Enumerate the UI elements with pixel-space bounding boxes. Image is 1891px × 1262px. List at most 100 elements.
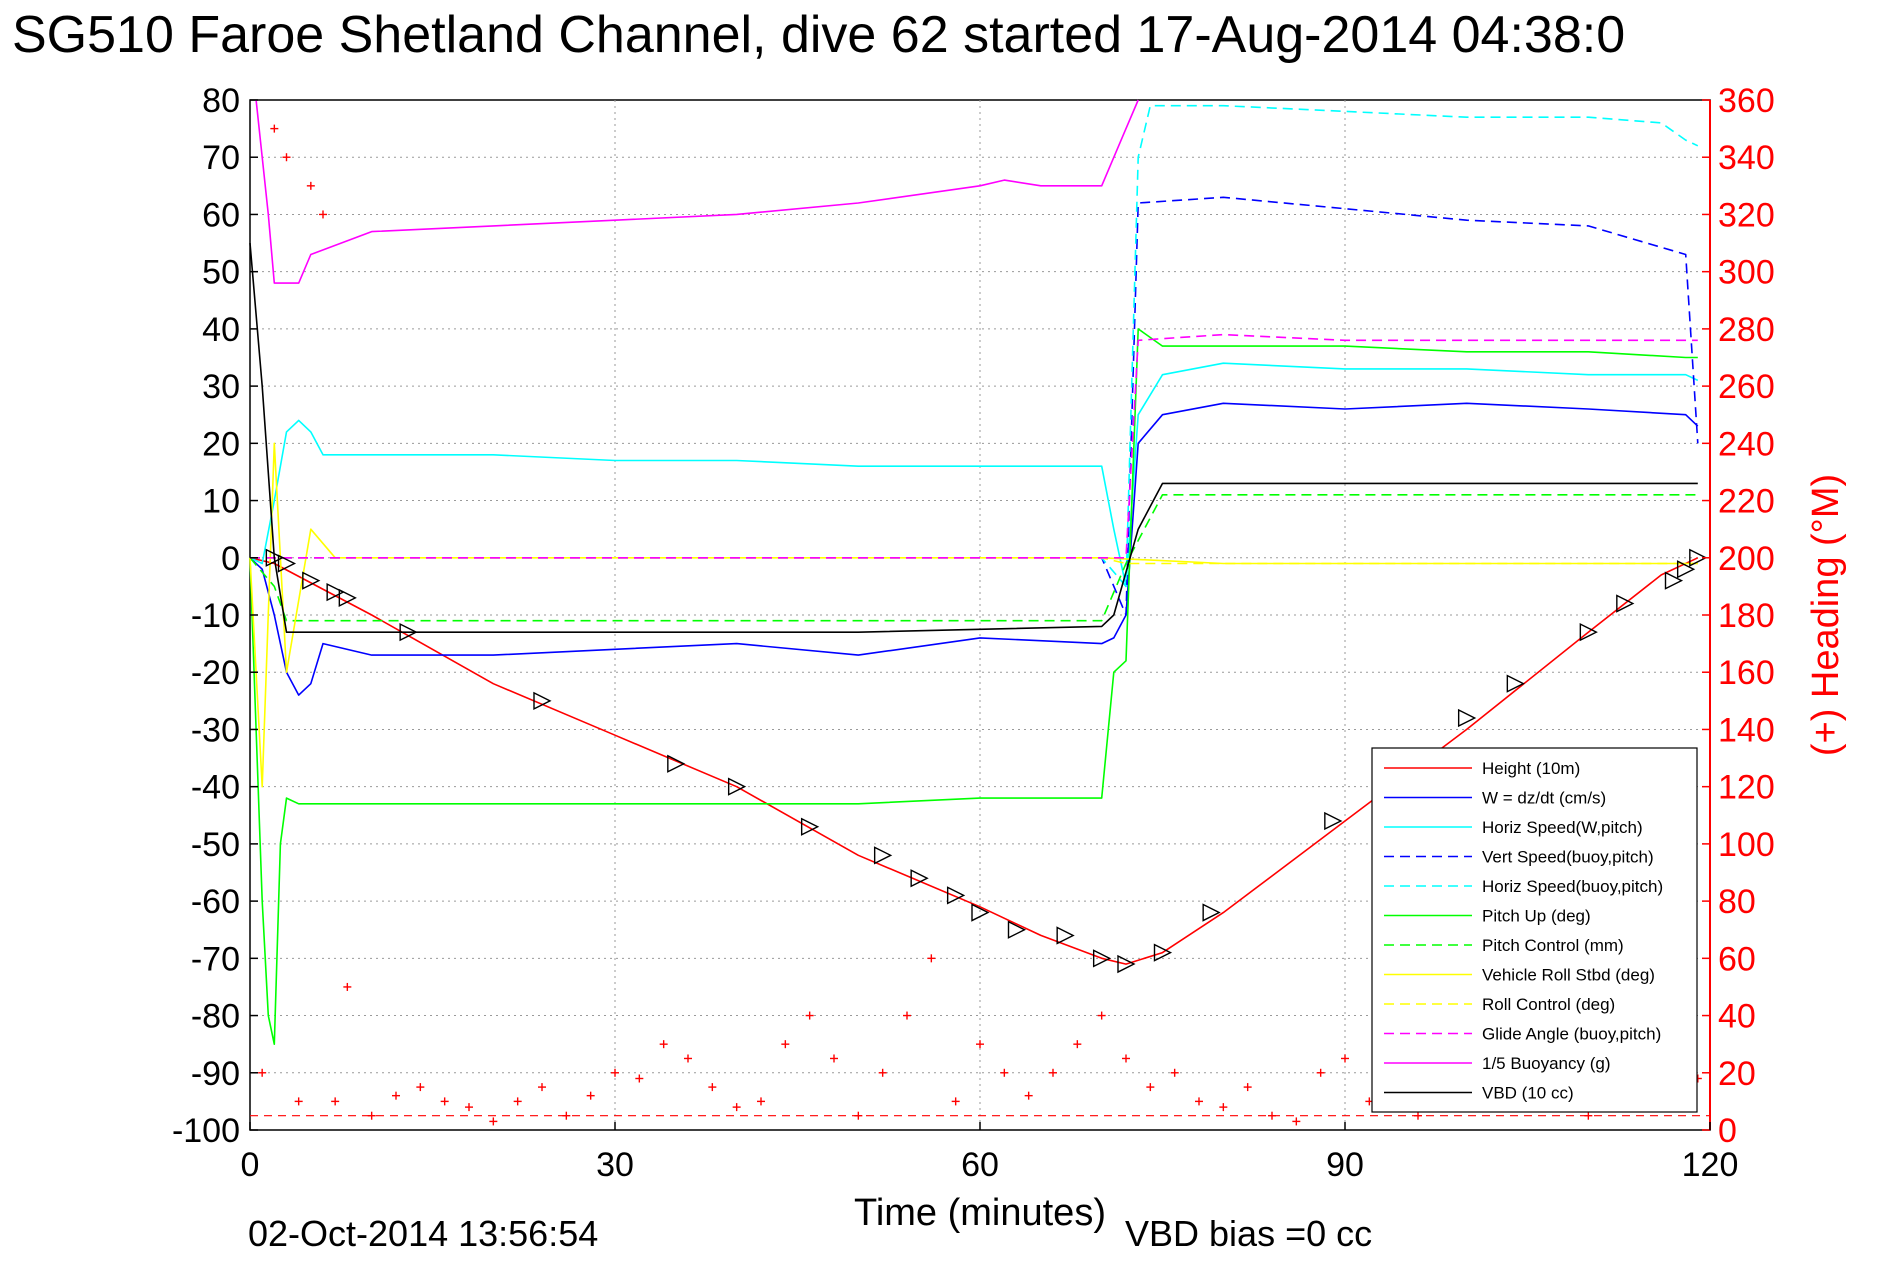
heading-marker	[903, 1011, 911, 1020]
right-tick-label: 60	[1718, 940, 1756, 978]
heading-marker	[757, 1097, 765, 1106]
left-tick-label: -70	[191, 940, 240, 978]
right-axis-ticks: 3603403203002802602402202001801601401201…	[1702, 82, 1775, 1150]
heading-marker	[1073, 1040, 1082, 1049]
right-tick-label: 140	[1718, 711, 1775, 749]
right-tick-label: 300	[1718, 254, 1775, 292]
depth-marker	[338, 588, 357, 607]
left-tick-label: 80	[202, 82, 240, 120]
footer-timestamp: 02-Oct-2014 13:56:54	[248, 1213, 598, 1254]
left-tick-label: 40	[202, 311, 240, 349]
depth-marker	[1007, 920, 1027, 939]
heading-marker	[1097, 1011, 1106, 1020]
heading-marker	[489, 1117, 498, 1126]
depth-marker	[727, 777, 747, 796]
heading-marker	[586, 1091, 595, 1100]
heading-marker	[416, 1083, 425, 1092]
right-tick-label: 200	[1718, 540, 1775, 578]
right-tick-label: 20	[1718, 1055, 1756, 1093]
heading-marker	[976, 1040, 984, 1049]
series-vbd-10-cc	[249, 243, 1698, 634]
heading-marker	[331, 1097, 340, 1106]
depth-marker	[1689, 548, 1708, 567]
right-tick-label: 240	[1718, 425, 1775, 463]
footer-vbd-bias: VBD bias =0 cc	[1125, 1213, 1372, 1254]
right-tick-label: 0	[1718, 1112, 1737, 1150]
depth-marker	[1153, 943, 1173, 962]
grid	[250, 100, 1710, 1130]
right-tick-label: 320	[1718, 196, 1775, 234]
depth-marker	[1579, 623, 1598, 642]
left-tick-label: 0	[221, 540, 240, 578]
heading-marker	[1146, 1083, 1155, 1092]
heading-marker	[440, 1097, 449, 1106]
heading-marker	[684, 1054, 692, 1063]
heading-marker	[513, 1097, 522, 1106]
legend-label-horiz-speed-buoy-pitch: Horiz Speed(buoy,pitch)	[1482, 877, 1663, 896]
depth-marker	[1117, 954, 1136, 974]
depth-marker	[1092, 949, 1112, 968]
x-tick-label: 120	[1682, 1146, 1739, 1184]
depth-marker	[1056, 926, 1075, 945]
heading-marker	[781, 1040, 790, 1049]
left-tick-label: -30	[191, 711, 240, 749]
heading-marker	[1316, 1068, 1325, 1077]
heading-marker	[392, 1091, 400, 1100]
series-glide-angle-buoy-pitch	[250, 333, 1698, 559]
depth-marker	[667, 754, 686, 773]
legend-label-vert-speed-buoy-pitch: Vert Speed(buoy,pitch)	[1482, 848, 1654, 867]
legend-label-w-dz-dt-cm-s: W = dz/dt (cm/s)	[1482, 789, 1606, 808]
chart-title: SG510 Faroe Shetland Channel, dive 62 st…	[12, 6, 1625, 64]
left-tick-label: -80	[191, 998, 240, 1036]
x-tick-label: 30	[596, 1146, 634, 1184]
heading-marker	[538, 1083, 546, 1092]
left-tick-label: -60	[191, 883, 240, 921]
left-tick-label: -20	[191, 654, 240, 692]
legend-label-horiz-speed-w-pitch: Horiz Speed(W,pitch)	[1482, 818, 1643, 837]
heading-marker	[1341, 1054, 1349, 1063]
heading-marker	[282, 153, 291, 162]
depth-marker	[800, 817, 820, 836]
left-tick-label: 60	[202, 196, 240, 234]
left-tick-label: -50	[191, 826, 240, 864]
depth-marker	[910, 869, 929, 888]
right-tick-label: 360	[1718, 82, 1775, 120]
heading-marker	[830, 1054, 838, 1063]
depth-marker	[1616, 594, 1635, 613]
heading-marker	[319, 210, 327, 219]
heading-marker	[1000, 1068, 1009, 1077]
legend-label-pitch-control-mm: Pitch Control (mm)	[1482, 936, 1624, 955]
right-tick-label: 280	[1718, 311, 1775, 349]
right-tick-label: 160	[1718, 654, 1775, 692]
left-tick-label: 70	[202, 139, 240, 177]
series-pitch-up-deg	[249, 328, 1698, 1045]
left-tick-label: -90	[191, 1055, 240, 1093]
depth-marker	[971, 903, 990, 922]
heading-marker	[1195, 1097, 1203, 1106]
series-height-10m	[249, 557, 1699, 965]
right-tick-label: 340	[1718, 139, 1775, 177]
left-axis-ticks: 80 70 60 50 40 30 20 10 0 -10 -20 -30 -40 -50 -60 -70 -8…	[172, 82, 258, 1150]
right-tick-label: 100	[1718, 826, 1775, 864]
depth-marker	[1202, 903, 1221, 922]
legend-label-roll-control-deg: Roll Control (deg)	[1482, 995, 1615, 1014]
heading-marker	[878, 1068, 887, 1077]
heading-marker	[1219, 1103, 1228, 1112]
series-layer	[249, 99, 1699, 1045]
heading-marker	[732, 1103, 741, 1112]
depth-marker	[1324, 811, 1343, 831]
right-tick-label: 120	[1718, 769, 1775, 807]
legend-label-1-5-buoyancy-g: 1/5 Buoyancy (g)	[1482, 1054, 1611, 1073]
depth-marker	[873, 846, 893, 865]
right-tick-label: 260	[1718, 368, 1775, 406]
heading-marker	[343, 982, 352, 991]
depth-marker	[265, 548, 284, 567]
legend-label-pitch-up-deg: Pitch Up (deg)	[1482, 907, 1591, 926]
heading-marker	[1024, 1091, 1033, 1100]
heading-marker	[465, 1103, 473, 1112]
depth-marker	[1664, 571, 1684, 590]
depth-marker	[302, 571, 321, 590]
heading-marker	[1122, 1054, 1130, 1063]
heading-marker	[294, 1097, 303, 1106]
